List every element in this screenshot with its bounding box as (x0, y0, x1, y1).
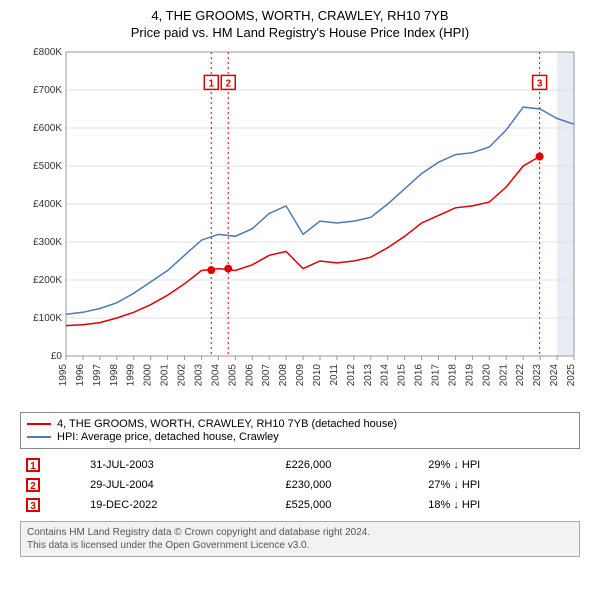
footer-line1: Contains HM Land Registry data © Crown c… (27, 526, 573, 539)
legend: 4, THE GROOMS, WORTH, CRAWLEY, RH10 7YB … (20, 412, 580, 449)
sale-delta: 29% ↓ HPI (422, 455, 580, 475)
sale-marker-cell: 3 (20, 495, 84, 515)
svg-text:2025: 2025 (566, 364, 577, 387)
svg-text:1996: 1996 (75, 364, 86, 387)
legend-swatch (27, 423, 51, 425)
svg-text:2006: 2006 (244, 364, 255, 387)
svg-text:2007: 2007 (261, 364, 272, 387)
table-row: 3 19-DEC-2022£525,00018% ↓ HPI (20, 495, 580, 515)
svg-text:£100K: £100K (33, 313, 62, 324)
legend-row: HPI: Average price, detached house, Craw… (27, 431, 573, 443)
svg-text:1998: 1998 (109, 364, 120, 387)
sale-delta: 27% ↓ HPI (422, 475, 580, 495)
sale-date: 31-JUL-2003 (84, 455, 279, 475)
chart-title-block: 4, THE GROOMS, WORTH, CRAWLEY, RH10 7YB … (8, 8, 592, 40)
legend-row: 4, THE GROOMS, WORTH, CRAWLEY, RH10 7YB … (27, 418, 573, 430)
title-line1: 4, THE GROOMS, WORTH, CRAWLEY, RH10 7YB (8, 8, 592, 23)
svg-text:2000: 2000 (143, 364, 154, 387)
svg-text:2002: 2002 (177, 364, 188, 387)
sale-date: 29-JUL-2004 (84, 475, 279, 495)
svg-text:£800K: £800K (33, 47, 62, 58)
footer-line2: This data is licensed under the Open Gov… (27, 539, 573, 552)
sale-marker-icon: 2 (26, 478, 40, 492)
svg-text:2001: 2001 (160, 364, 171, 387)
svg-text:1997: 1997 (92, 364, 103, 387)
svg-text:2010: 2010 (312, 364, 323, 387)
sale-price: £230,000 (280, 475, 423, 495)
sales-table: 1 31-JUL-2003£226,00029% ↓ HPI 2 29-JUL-200… (20, 455, 580, 515)
svg-text:2018: 2018 (447, 364, 458, 387)
svg-text:2022: 2022 (515, 364, 526, 387)
svg-text:2014: 2014 (380, 364, 391, 387)
svg-text:2015: 2015 (397, 364, 408, 387)
table-row: 2 29-JUL-2004£230,00027% ↓ HPI (20, 475, 580, 495)
title-line2: Price paid vs. HM Land Registry's House … (8, 25, 592, 40)
sale-marker-icon: 3 (26, 498, 40, 512)
svg-text:2009: 2009 (295, 364, 306, 387)
svg-text:2023: 2023 (532, 364, 543, 387)
price-chart: £0 £100K £200K £300K £400K £500K £600K £700K £80… (20, 46, 580, 406)
svg-text:2008: 2008 (278, 364, 289, 387)
svg-text:£500K: £500K (33, 161, 62, 172)
svg-text:2013: 2013 (363, 364, 374, 387)
svg-text:2: 2 (225, 78, 231, 89)
svg-text:1999: 1999 (126, 364, 137, 387)
svg-text:2016: 2016 (414, 364, 425, 387)
svg-text:2003: 2003 (193, 364, 204, 387)
sale-marker-icon: 1 (26, 458, 40, 472)
svg-text:2020: 2020 (481, 364, 492, 387)
licence-note: Contains HM Land Registry data © Crown c… (20, 521, 580, 557)
svg-text:1: 1 (209, 78, 215, 89)
sale-price: £525,000 (280, 495, 423, 515)
legend-swatch (27, 436, 51, 438)
svg-text:£600K: £600K (33, 123, 62, 134)
svg-text:£700K: £700K (33, 85, 62, 96)
sale-date: 19-DEC-2022 (84, 495, 279, 515)
svg-text:£400K: £400K (33, 199, 62, 210)
sale-delta: 18% ↓ HPI (422, 495, 580, 515)
table-row: 1 31-JUL-2003£226,00029% ↓ HPI (20, 455, 580, 475)
svg-text:£200K: £200K (33, 275, 62, 286)
svg-text:2019: 2019 (464, 364, 475, 387)
svg-text:1995: 1995 (58, 364, 69, 387)
svg-text:2024: 2024 (549, 364, 560, 387)
svg-text:3: 3 (537, 78, 543, 89)
legend-label: 4, THE GROOMS, WORTH, CRAWLEY, RH10 7YB … (57, 418, 397, 430)
sale-marker-cell: 2 (20, 475, 84, 495)
sale-price: £226,000 (280, 455, 423, 475)
sale-marker-cell: 1 (20, 455, 84, 475)
svg-text:2011: 2011 (329, 364, 340, 386)
svg-text:2005: 2005 (227, 364, 238, 387)
svg-text:£300K: £300K (33, 237, 62, 248)
svg-text:2012: 2012 (346, 364, 357, 387)
chart-svg: £0 £100K £200K £300K £400K £500K £600K £700K £80… (20, 46, 580, 406)
svg-text:£0: £0 (51, 351, 63, 362)
svg-text:2004: 2004 (210, 364, 221, 387)
svg-text:2021: 2021 (498, 364, 509, 387)
svg-text:2017: 2017 (431, 364, 442, 387)
legend-label: HPI: Average price, detached house, Craw… (57, 431, 279, 443)
